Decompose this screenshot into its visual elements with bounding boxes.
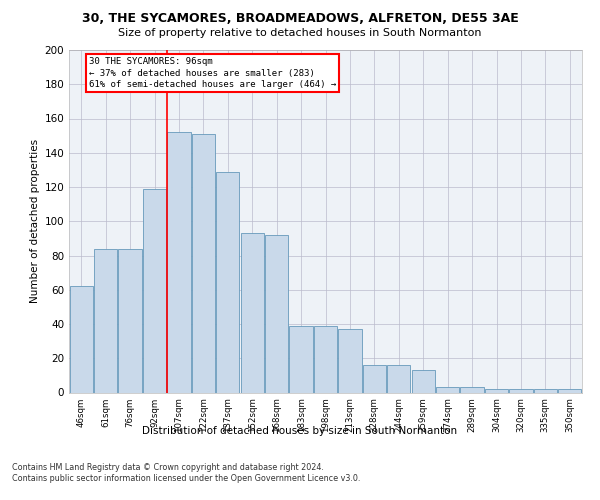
Bar (167, 132, 191, 392)
Text: Contains public sector information licensed under the Open Government Licence v3: Contains public sector information licen… (12, 474, 361, 483)
Text: Contains HM Land Registry data © Crown copyright and database right 2024.: Contains HM Land Registry data © Crown c… (12, 462, 324, 471)
Bar (460, 388, 484, 392)
Bar (192, 134, 215, 392)
Bar (289, 326, 313, 392)
Bar (387, 365, 410, 392)
Bar (558, 389, 581, 392)
Text: 30 THE SYCAMORES: 96sqm
← 37% of detached houses are smaller (283)
61% of semi-d: 30 THE SYCAMORES: 96sqm ← 37% of detache… (89, 57, 336, 90)
Text: 30, THE SYCAMORES, BROADMEADOWS, ALFRETON, DE55 3AE: 30, THE SYCAMORES, BROADMEADOWS, ALFRETO… (82, 12, 518, 26)
Bar (94, 248, 117, 392)
Bar (118, 248, 142, 392)
Bar (436, 388, 459, 392)
Text: Size of property relative to detached houses in South Normanton: Size of property relative to detached ho… (118, 28, 482, 38)
Bar (485, 389, 508, 392)
Bar (265, 235, 288, 392)
Bar (363, 365, 386, 392)
Bar (216, 172, 239, 392)
Y-axis label: Number of detached properties: Number of detached properties (30, 139, 40, 304)
Bar (338, 329, 362, 392)
Bar (70, 286, 93, 393)
Bar (509, 389, 533, 392)
Bar (412, 370, 435, 392)
Bar (241, 233, 264, 392)
Bar (143, 188, 166, 392)
Bar (314, 326, 337, 392)
Bar (534, 389, 557, 392)
Text: Distribution of detached houses by size in South Normanton: Distribution of detached houses by size … (142, 426, 458, 436)
